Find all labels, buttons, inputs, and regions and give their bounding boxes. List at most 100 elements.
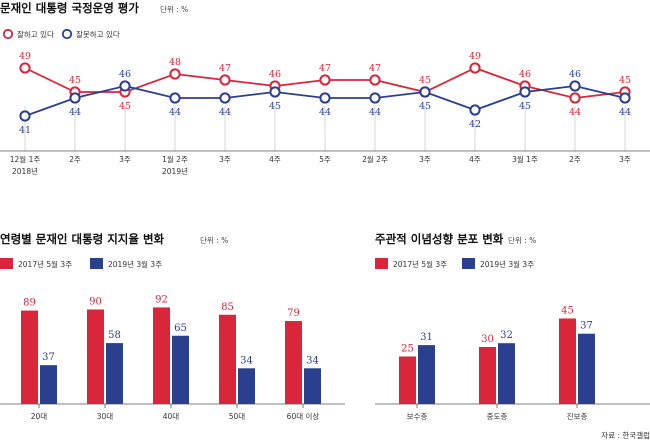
x-tick-label: 12월 1주 — [10, 154, 41, 164]
disapprove-value-label: 45 — [519, 101, 531, 112]
ideology-chart-unit: 단위 : % — [508, 235, 536, 245]
disapprove-point — [369, 92, 381, 104]
x-tick-label: 3주 — [219, 155, 231, 164]
bar-2019 — [578, 333, 595, 404]
disapprove-point — [19, 110, 31, 122]
approve-point — [319, 74, 331, 86]
approve-point — [369, 74, 381, 86]
disapprove-point — [69, 92, 81, 104]
bar-value-2019: 34 — [240, 355, 253, 366]
bar-value-2019: 31 — [420, 332, 433, 343]
disapprove-point — [119, 80, 131, 92]
legend-label-approve: 잘하고 있다 — [17, 29, 54, 39]
bar-2017 — [87, 309, 104, 404]
age-chart-legend-label-2019: 2019년 3월 3주 — [108, 259, 162, 269]
disapprove-point — [569, 80, 581, 92]
approve-point — [219, 74, 231, 86]
disapprove-value-label: 42 — [469, 119, 481, 130]
ideology-chart-category-label: 보수층 — [407, 412, 428, 421]
disapprove-point — [219, 92, 231, 104]
age-chart-category-label: 40대 — [163, 412, 180, 421]
ideology-chart-category-label: 중도층 — [487, 412, 508, 421]
disapprove-value-label: 44 — [169, 107, 181, 118]
age-chart-title: 연령별 문재인 대통령 지지율 변화 — [0, 232, 165, 246]
disapprove-value-label: 44 — [219, 107, 231, 118]
bar-2017 — [559, 318, 576, 404]
x-tick-label: 2주 — [69, 155, 81, 164]
bar-2017 — [479, 347, 496, 404]
x-tick-label: 3월 1주 — [512, 154, 538, 164]
ideology-chart-legend-swatch-2019 — [462, 258, 475, 269]
bar-2019 — [418, 345, 435, 404]
age-chart-category-label: 60대 이상 — [287, 411, 320, 421]
x-tick-label: 4주 — [469, 155, 481, 164]
age-chart-legend-label-2017: 2017년 5월 3주 — [18, 259, 72, 269]
bar-value-2019: 65 — [174, 323, 187, 334]
bar-value-2019: 58 — [108, 330, 121, 341]
approve-value-label: 48 — [169, 57, 181, 68]
approve-value-label: 45 — [419, 75, 431, 86]
bar-value-2017: 30 — [481, 334, 494, 345]
x-tick-label-year: 2019년 — [162, 166, 188, 176]
legend-marker-approve — [2, 28, 14, 40]
ideology-chart-legend-label-2019: 2019년 3월 3주 — [480, 259, 534, 269]
bar-value-2019: 37 — [42, 352, 55, 363]
approve-value-label: 45 — [69, 75, 81, 86]
disapprove-point — [419, 86, 431, 98]
disapprove-value-label: 44 — [369, 107, 381, 118]
x-tick-label: 3주 — [119, 155, 131, 164]
disapprove-value-label: 44 — [619, 107, 631, 118]
x-tick-label-year: 2018년 — [12, 166, 38, 176]
bar-2019 — [40, 365, 57, 404]
approve-point — [169, 68, 181, 80]
age-chart-category-label: 20대 — [31, 412, 48, 421]
age-chart-legend-swatch-2017 — [0, 258, 13, 269]
line-chart-unit: 단위 : % — [160, 4, 188, 14]
disapprove-point — [469, 104, 481, 116]
bar-value-2017: 85 — [221, 302, 234, 313]
bar-value-2017: 89 — [23, 298, 36, 309]
bar-2017 — [219, 314, 236, 404]
age-chart-legend-swatch-2019 — [90, 258, 103, 269]
disapprove-point — [519, 86, 531, 98]
x-tick-label: 2주 — [569, 155, 581, 164]
disapprove-value-label: 45 — [269, 101, 281, 112]
age-chart-category-label: 30대 — [97, 412, 114, 421]
ideology-chart-legend-label-2017: 2017년 5월 3주 — [393, 259, 447, 269]
approve-value-label: 47 — [369, 63, 381, 74]
bar-2017 — [399, 356, 416, 404]
approve-value-label: 46 — [269, 69, 281, 80]
bar-2019 — [106, 343, 123, 404]
disapprove-value-label: 44 — [319, 107, 331, 118]
approve-value-label: 44 — [569, 107, 581, 118]
disapprove-point — [319, 92, 331, 104]
approve-value-label: 45 — [119, 101, 131, 112]
bar-value-2017: 25 — [401, 344, 414, 355]
bar-value-2019: 34 — [306, 355, 319, 366]
legend-marker-disapprove — [61, 28, 73, 40]
ideology-chart-title: 주관적 이념성향 분포 변화 — [375, 232, 504, 246]
ideology-chart-legend-swatch-2017 — [375, 258, 388, 269]
bar-2019 — [172, 335, 189, 404]
age-chart-category-label: 50대 — [229, 412, 246, 421]
approve-value-label: 47 — [319, 63, 331, 74]
age-chart-unit: 단위 : % — [200, 235, 228, 245]
x-tick-label: 3주 — [619, 155, 631, 164]
disapprove-value-label: 46 — [119, 69, 131, 80]
disapprove-point — [269, 86, 281, 98]
approve-point — [469, 62, 481, 74]
bar-2019 — [304, 368, 321, 404]
approve-value-label: 47 — [219, 63, 231, 74]
disapprove-point — [619, 92, 631, 104]
bar-2017 — [21, 310, 38, 404]
bar-2019 — [238, 368, 255, 404]
ideology-chart-category-label: 진보층 — [567, 411, 588, 421]
bar-2017 — [153, 307, 170, 404]
approve-value-label: 49 — [19, 51, 31, 62]
bar-value-2017: 90 — [89, 297, 102, 308]
bar-value-2019: 37 — [580, 321, 593, 332]
x-tick-label: 1월 2주 — [162, 154, 188, 164]
legend-label-disapprove: 잘못하고 있다 — [76, 29, 120, 39]
approve-value-label: 46 — [519, 69, 531, 80]
approve-value-label: 49 — [469, 51, 481, 62]
